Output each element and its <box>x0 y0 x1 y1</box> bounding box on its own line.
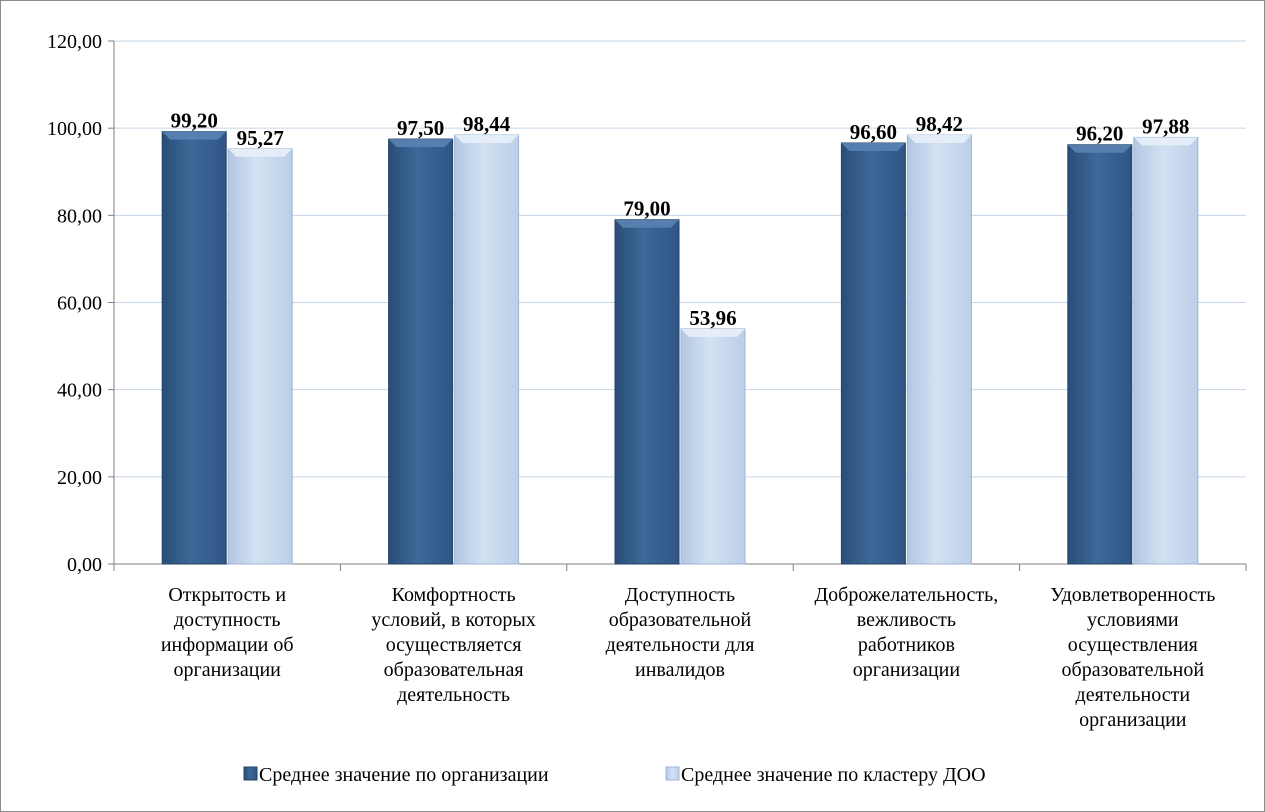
bar-top <box>681 328 745 337</box>
category-label: Открытость и доступность информации об орга… <box>161 584 294 681</box>
y-tick-label: 120,00 <box>47 31 102 53</box>
data-label: 95,27 <box>237 126 284 150</box>
bar-top <box>388 139 453 148</box>
category-label-line: условий, в которых <box>371 609 536 631</box>
category-label-line: осуществляется <box>386 634 522 656</box>
data-label: 98,44 <box>463 112 511 136</box>
bar <box>906 134 972 565</box>
data-label: 97,50 <box>397 116 444 140</box>
category-label-line: образовательной <box>1062 659 1205 681</box>
category-label-line: Доступность <box>625 584 735 606</box>
y-tick-label: 60,00 <box>57 293 102 315</box>
category-label-line: условиями <box>1087 609 1179 631</box>
bar <box>388 138 454 565</box>
category-label-line: организации <box>174 659 282 681</box>
bar <box>454 134 520 565</box>
category-label-line: деятельности <box>1076 684 1191 706</box>
bar <box>161 131 227 565</box>
data-label: 79,00 <box>623 197 670 221</box>
y-tick-label: 20,00 <box>57 467 102 489</box>
category-label-line: образовательная <box>384 659 524 681</box>
bar-top <box>1133 137 1198 146</box>
category-label-line: Комфортность <box>392 584 516 606</box>
category-label-line: информации об <box>161 634 294 656</box>
bar-top <box>162 131 227 140</box>
bar-top <box>1067 144 1132 153</box>
bar-top <box>907 135 972 144</box>
legend-swatch <box>665 766 680 781</box>
category-label-line: Доброжелательность, <box>815 584 999 606</box>
category-label-line: инвалидов <box>635 659 725 681</box>
legend-label: Среднее значение по кластеру ДОО <box>681 764 986 786</box>
data-label: 99,20 <box>171 109 218 133</box>
axes: 0,00 20,00 40,00 60,00 80,00 100,00 120,00 <box>47 31 1247 576</box>
data-label: 96,20 <box>1076 122 1123 146</box>
data-label: 96,60 <box>850 120 897 144</box>
category-label-line: работников <box>858 634 955 656</box>
y-tick-label: 40,00 <box>57 380 102 402</box>
bar <box>227 148 293 565</box>
legend-label: Среднее значение по организации <box>259 764 549 786</box>
category-label-line: организации <box>853 659 961 681</box>
y-tick-label: 80,00 <box>57 205 102 227</box>
y-tick-label: 100,00 <box>47 118 102 140</box>
bar <box>614 219 680 565</box>
data-label: 98,42 <box>916 112 963 136</box>
bars <box>161 131 1199 565</box>
category-label-line: деятельность <box>397 684 510 706</box>
category-label: Удовлетворенность условиями осуществления о… <box>1050 584 1215 731</box>
data-labels: 99,20 95,27 97,50 98,44 79,00 53,96 96,60 98,42… <box>171 109 1190 330</box>
data-label: 53,96 <box>689 306 736 330</box>
category-label-line: деятельности для <box>606 634 755 656</box>
category-label: Комфортность условий, в которых осуществля… <box>371 584 536 706</box>
bar-top <box>454 134 519 143</box>
category-label-line: вежливость <box>857 609 956 631</box>
category-labels: Открытость и доступность информации об орга… <box>161 584 1216 731</box>
bar-top <box>615 219 679 228</box>
bar <box>1067 144 1133 565</box>
category-label-line: образовательной <box>609 609 752 631</box>
data-label: 97,88 <box>1142 114 1189 138</box>
y-tick-label: 0,00 <box>67 554 102 576</box>
bar <box>680 328 746 565</box>
legend: Среднее значение по организации Среднее з… <box>243 764 986 786</box>
category-label: Доброжелательность, вежливость работников о… <box>815 584 999 681</box>
category-label-line: организации <box>1079 709 1187 731</box>
legend-swatch <box>243 766 258 781</box>
category-label-line: осуществления <box>1068 634 1198 656</box>
category-label-line: Открытость и <box>168 584 286 606</box>
category-label: Доступность образовательной деятельности д… <box>606 584 755 681</box>
category-label-line: Удовлетворенность <box>1050 584 1215 606</box>
category-label-line: доступность <box>174 609 281 631</box>
bar <box>840 142 906 565</box>
gridlines <box>114 40 1246 478</box>
bar-top <box>841 142 906 151</box>
bar <box>1133 136 1199 565</box>
bar-top <box>228 148 293 157</box>
